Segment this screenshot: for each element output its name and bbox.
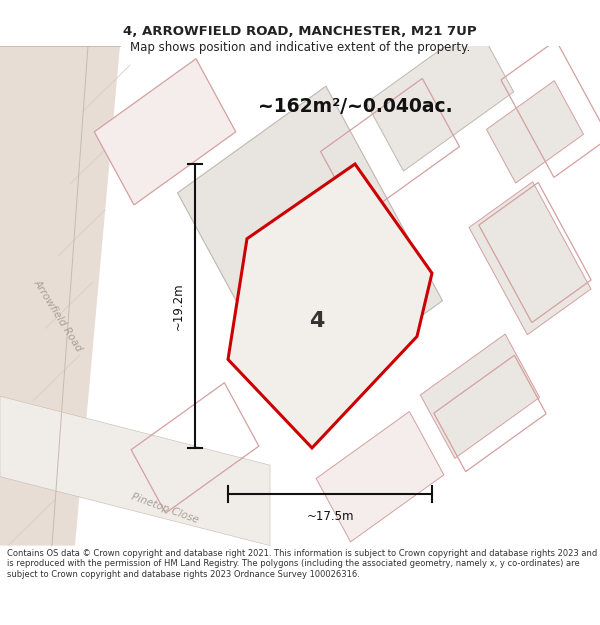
Text: ~17.5m: ~17.5m [306,510,354,523]
Polygon shape [316,411,444,542]
Polygon shape [421,334,539,458]
Polygon shape [367,24,514,171]
Polygon shape [178,86,442,408]
Polygon shape [94,59,236,205]
Text: Contains OS data © Crown copyright and database right 2021. This information is : Contains OS data © Crown copyright and d… [7,549,598,579]
Polygon shape [487,81,583,183]
Polygon shape [0,396,270,546]
Text: ~19.2m: ~19.2m [172,282,185,330]
Polygon shape [469,182,591,335]
Text: Arrowfield Road: Arrowfield Road [32,278,84,354]
Text: 4: 4 [309,311,325,331]
Polygon shape [228,164,432,448]
Polygon shape [0,46,120,546]
Text: Map shows position and indicative extent of the property.: Map shows position and indicative extent… [130,41,470,54]
Text: 4, ARROWFIELD ROAD, MANCHESTER, M21 7UP: 4, ARROWFIELD ROAD, MANCHESTER, M21 7UP [123,25,477,38]
Text: Pinetop Close: Pinetop Close [130,492,200,526]
Text: ~162m²/~0.040ac.: ~162m²/~0.040ac. [257,97,452,116]
